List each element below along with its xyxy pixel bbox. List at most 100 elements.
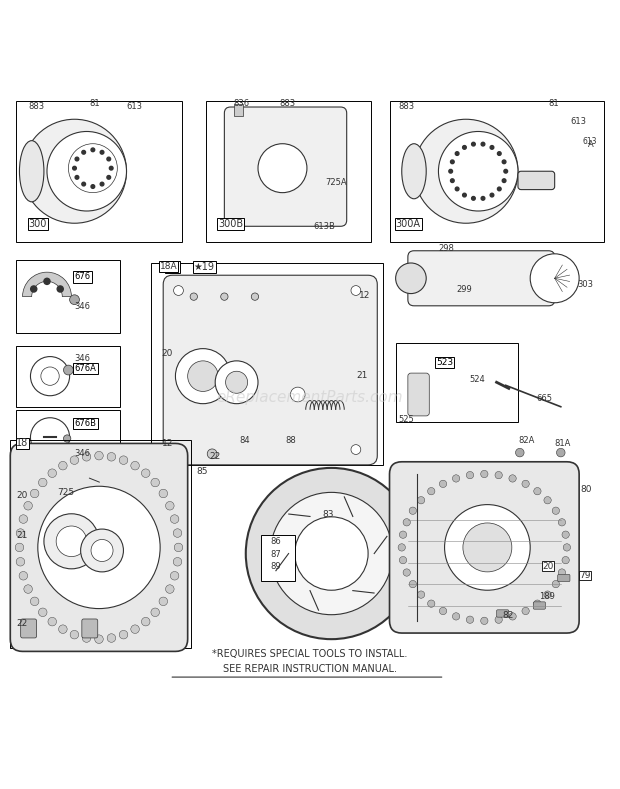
- Circle shape: [544, 591, 551, 598]
- Circle shape: [131, 462, 140, 470]
- Circle shape: [75, 175, 79, 179]
- Circle shape: [82, 182, 86, 186]
- Text: 298: 298: [438, 244, 454, 252]
- Circle shape: [534, 488, 541, 495]
- Circle shape: [30, 597, 39, 606]
- FancyBboxPatch shape: [533, 602, 546, 609]
- Circle shape: [515, 448, 524, 457]
- Circle shape: [63, 435, 71, 442]
- Text: 346: 346: [74, 353, 91, 363]
- Text: 87: 87: [270, 550, 281, 559]
- Circle shape: [107, 175, 110, 179]
- Polygon shape: [47, 468, 90, 489]
- Circle shape: [562, 556, 569, 564]
- Circle shape: [70, 630, 79, 639]
- FancyBboxPatch shape: [558, 574, 570, 581]
- Circle shape: [174, 286, 184, 295]
- Circle shape: [91, 148, 95, 151]
- Circle shape: [70, 456, 79, 465]
- Circle shape: [82, 634, 91, 642]
- Text: 82: 82: [503, 611, 514, 619]
- Circle shape: [170, 571, 179, 580]
- Circle shape: [107, 453, 116, 461]
- Text: 613: 613: [582, 136, 596, 146]
- Circle shape: [170, 514, 179, 523]
- Circle shape: [221, 293, 228, 301]
- Circle shape: [563, 544, 570, 551]
- Bar: [151, 263, 383, 465]
- Text: 12: 12: [359, 291, 370, 300]
- Circle shape: [175, 349, 231, 404]
- Circle shape: [451, 160, 454, 163]
- Circle shape: [440, 481, 446, 488]
- Circle shape: [552, 581, 559, 588]
- Text: 20: 20: [166, 262, 179, 272]
- Text: 81: 81: [549, 99, 559, 108]
- Circle shape: [131, 625, 140, 634]
- Circle shape: [480, 617, 488, 624]
- Text: 346: 346: [74, 449, 91, 458]
- Circle shape: [95, 451, 104, 460]
- Text: SEE REPAIR INSTRUCTION MANUAL.: SEE REPAIR INSTRUCTION MANUAL.: [223, 664, 397, 674]
- Text: 89: 89: [270, 562, 281, 570]
- Circle shape: [30, 489, 39, 498]
- Circle shape: [30, 417, 69, 457]
- Circle shape: [544, 496, 551, 504]
- Circle shape: [30, 286, 37, 292]
- Text: 79: 79: [579, 571, 591, 580]
- Text: 22: 22: [209, 452, 220, 461]
- Text: 81: 81: [90, 99, 100, 108]
- FancyBboxPatch shape: [518, 171, 555, 189]
- Circle shape: [188, 361, 218, 391]
- Text: 12: 12: [162, 439, 174, 448]
- Circle shape: [502, 160, 506, 163]
- Text: 81A: 81A: [555, 439, 571, 448]
- Circle shape: [463, 193, 466, 197]
- Text: 299: 299: [457, 285, 472, 294]
- Circle shape: [207, 449, 217, 458]
- Circle shape: [428, 488, 435, 495]
- Circle shape: [246, 468, 417, 639]
- Circle shape: [398, 544, 405, 551]
- Circle shape: [24, 502, 32, 510]
- Text: 676: 676: [74, 272, 91, 282]
- Text: 20: 20: [161, 349, 173, 358]
- Circle shape: [75, 157, 79, 161]
- Bar: [206, 101, 371, 241]
- Bar: [16, 346, 120, 407]
- Circle shape: [19, 514, 28, 523]
- Circle shape: [91, 185, 95, 189]
- Circle shape: [82, 151, 86, 154]
- FancyBboxPatch shape: [408, 251, 555, 306]
- Circle shape: [15, 543, 24, 552]
- Circle shape: [294, 517, 368, 590]
- Text: 883: 883: [29, 103, 45, 111]
- Circle shape: [451, 179, 454, 182]
- Circle shape: [38, 608, 47, 616]
- Text: 303: 303: [577, 280, 593, 289]
- Text: 524: 524: [469, 376, 485, 384]
- Text: 86: 86: [270, 537, 281, 546]
- Circle shape: [48, 617, 56, 626]
- Bar: [396, 342, 518, 422]
- Text: 676B: 676B: [74, 419, 97, 428]
- Circle shape: [399, 531, 407, 538]
- Text: 523: 523: [436, 358, 453, 367]
- Circle shape: [63, 365, 73, 375]
- Circle shape: [151, 608, 159, 616]
- Circle shape: [472, 196, 476, 200]
- Circle shape: [48, 469, 56, 477]
- Circle shape: [490, 145, 494, 149]
- Circle shape: [481, 142, 485, 146]
- Text: 189: 189: [539, 593, 556, 601]
- Text: 346: 346: [74, 302, 91, 311]
- Text: 836: 836: [234, 99, 250, 108]
- Circle shape: [59, 625, 67, 634]
- Circle shape: [497, 187, 501, 191]
- Circle shape: [190, 293, 197, 301]
- Circle shape: [44, 279, 50, 284]
- Circle shape: [82, 453, 91, 461]
- Circle shape: [166, 502, 174, 510]
- Text: 725A: 725A: [326, 178, 347, 187]
- Circle shape: [509, 613, 516, 620]
